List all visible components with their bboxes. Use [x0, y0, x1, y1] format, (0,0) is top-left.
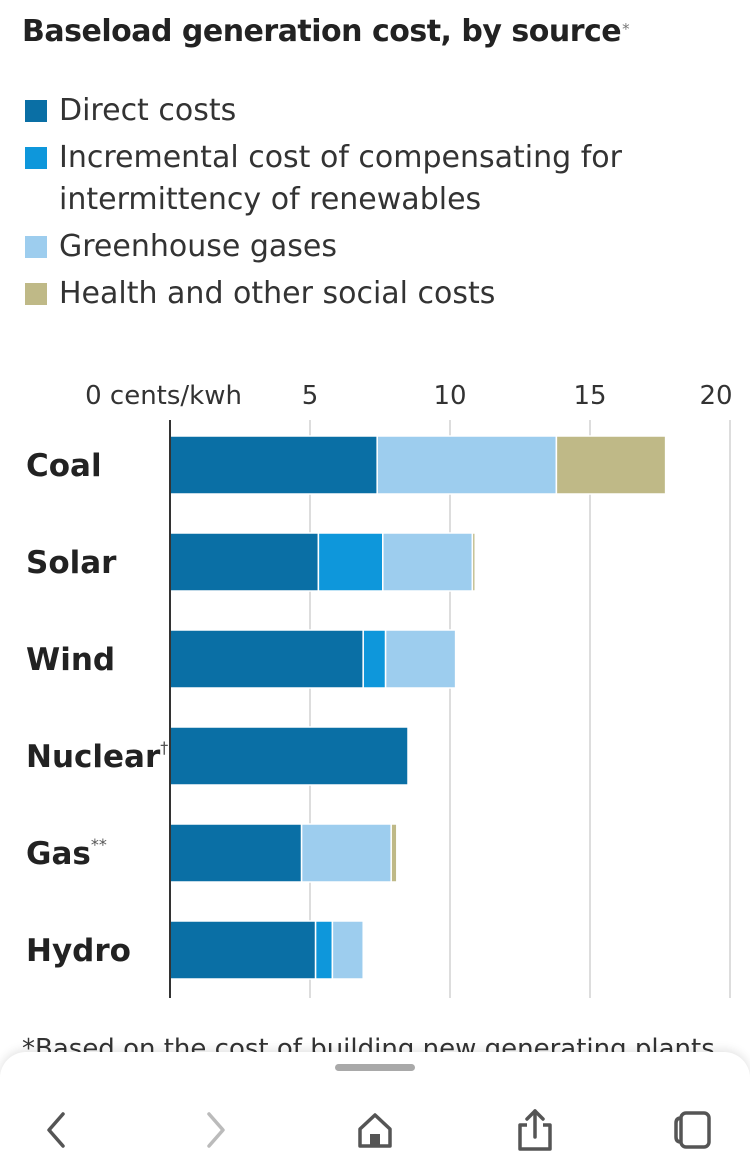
bar-segment [169, 532, 320, 592]
bar-segment [331, 920, 364, 980]
bar-segment [169, 726, 409, 786]
bar-segment [169, 823, 303, 883]
category-label: Nuclear† [26, 738, 168, 775]
legend-item-health-social: Health and other social costs [25, 273, 725, 315]
home-button[interactable] [345, 1100, 405, 1160]
legend-swatch-intermittency [25, 147, 47, 169]
legend-label: Direct costs [59, 93, 237, 128]
share-button[interactable] [505, 1100, 565, 1160]
bar-segment [317, 532, 384, 592]
legend-swatch-greenhouse-gases [25, 236, 47, 258]
drag-handle[interactable] [335, 1064, 415, 1071]
bar-segment [169, 629, 364, 689]
legend-item-direct-costs: Direct costs [25, 90, 725, 132]
bar-segment [382, 532, 474, 592]
browser-toolbar [0, 1052, 750, 1172]
category-footnote-mark: † [160, 738, 168, 757]
category-label: Wind [26, 642, 115, 678]
tabs-button[interactable] [664, 1100, 724, 1160]
back-button[interactable] [26, 1100, 86, 1160]
category-label: Coal [26, 448, 102, 484]
legend-label: Health and other social costs [59, 276, 496, 311]
x-tick-label: 5 [302, 381, 319, 411]
forward-button[interactable] [186, 1100, 246, 1160]
bar-segment [300, 823, 392, 883]
category-footnote-mark: ** [91, 835, 107, 854]
category-label: Hydro [26, 933, 131, 969]
bar-segment [362, 629, 387, 689]
share-icon [518, 1109, 552, 1151]
forward-icon [207, 1112, 225, 1148]
home-icon [358, 1113, 392, 1148]
title-footnote-mark: * [622, 20, 630, 38]
bar-segment [384, 629, 457, 689]
bar-segment [555, 435, 667, 495]
back-icon [47, 1112, 65, 1148]
bar-segment [376, 435, 558, 495]
category-label: Gas** [26, 835, 107, 872]
x-tick-label: 0 cents/kwh [85, 381, 242, 411]
tabs-icon [674, 1111, 711, 1149]
legend-swatch-direct-costs [25, 100, 47, 122]
x-tick-label: 10 [433, 381, 466, 411]
legend-item-greenhouse-gases: Greenhouse gases [25, 226, 725, 268]
x-tick-label: 15 [573, 381, 606, 411]
legend-label: Greenhouse gases [59, 229, 337, 264]
chart-title: Baseload generation cost, by source* [22, 14, 630, 49]
bar-segment [169, 920, 317, 980]
bar-segment [471, 532, 476, 592]
x-tick-label: 20 [699, 381, 732, 411]
bar-segment [314, 920, 334, 980]
bar-segment [390, 823, 398, 883]
legend-item-intermittency: Incremental cost of compensating for int… [25, 137, 679, 221]
bar-chart: 0 cents/kwh 5 10 15 20 Coal Solar Wind Nuclear† G… [26, 381, 733, 998]
category-label: Solar [26, 545, 117, 581]
legend-label: Incremental cost of compensating for int… [59, 140, 622, 217]
legend-swatch-health-social [25, 283, 47, 305]
legend: Direct costs Incremental cost of compens… [25, 90, 725, 320]
bar-segment [169, 435, 378, 495]
